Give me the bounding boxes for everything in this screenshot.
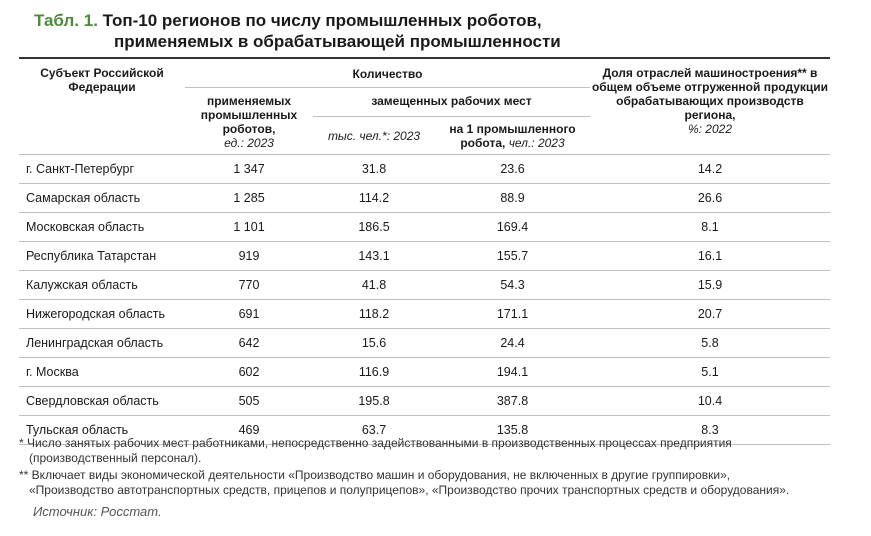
cell-per-robot: 155.7 [435, 241, 590, 271]
footnote-1: * Число занятых рабочих мест работниками… [19, 436, 732, 465]
cell-share: 10.4 [590, 386, 830, 416]
title-line-2: применяемых в обрабатывающей промышленно… [114, 32, 561, 51]
robots-unit: ед.: 2023 [224, 136, 274, 150]
table-row: Московская область 1 101 186.5 169.4 8.1 [19, 212, 830, 242]
robots-label: применяемых промышленных роботов, [200, 94, 298, 136]
cell-region: Тульская область [19, 415, 185, 445]
cell-share: 5.8 [590, 328, 830, 358]
cell-jobs: 186.5 [313, 212, 435, 242]
cell-region: г. Санкт-Петербург [19, 154, 185, 184]
table-row: Нижегородская область 691 118.2 171.1 20.7 [19, 299, 830, 329]
col-header-per-robot: на 1 промышленного робота, чел.: 2023 [435, 116, 590, 155]
cell-share: 8.3 [590, 415, 830, 445]
cell-region: Московская область [19, 212, 185, 242]
cell-jobs: 195.8 [313, 386, 435, 416]
cell-region: Республика Татарстан [19, 241, 185, 271]
col-header-share: Доля отраслей машиностроения** в общем о… [590, 58, 830, 155]
cell-region: Свердловская область [19, 386, 185, 416]
cell-jobs: 15.6 [313, 328, 435, 358]
cell-share: 8.1 [590, 212, 830, 242]
cell-robots: 919 [185, 241, 313, 271]
table-row: Калужская область 770 41.8 54.3 15.9 [19, 270, 830, 300]
table-row: Тульская область 469 63.7 135.8 8.3 [19, 415, 830, 445]
cell-jobs: 41.8 [313, 270, 435, 300]
cell-per-robot: 135.8 [435, 415, 590, 445]
cell-robots: 1 285 [185, 183, 313, 213]
cell-share: 16.1 [590, 241, 830, 271]
footnote-2: ** Включает виды экономической деятельно… [19, 468, 790, 497]
cell-per-robot: 24.4 [435, 328, 590, 358]
title-line-1: Топ-10 регионов по числу промышленных ро… [102, 11, 542, 30]
cell-per-robot: 54.3 [435, 270, 590, 300]
cell-robots: 691 [185, 299, 313, 329]
cell-jobs: 63.7 [313, 415, 435, 445]
cell-robots: 642 [185, 328, 313, 358]
col-header-jobs-thousands: тыс. чел.*: 2023 [313, 116, 435, 155]
share-label: Доля отраслей машиностроения** в общем о… [591, 66, 829, 122]
cell-share: 15.9 [590, 270, 830, 300]
cell-per-robot: 23.6 [435, 154, 590, 184]
cell-region: Самарская область [19, 183, 185, 213]
cell-region: Калужская область [19, 270, 185, 300]
cell-per-robot: 88.9 [435, 183, 590, 213]
cell-per-robot: 169.4 [435, 212, 590, 242]
table-body: г. Санкт-Петербург 1 347 31.8 23.6 14.2 Сама… [19, 154, 830, 445]
cell-per-robot: 194.1 [435, 357, 590, 387]
source-note: Источник: Росстат. [33, 504, 162, 519]
table-row: г. Санкт-Петербург 1 347 31.8 23.6 14.2 [19, 154, 830, 184]
cell-share: 5.1 [590, 357, 830, 387]
table-row: г. Москва 602 116.9 194.1 5.1 [19, 357, 830, 387]
cell-share: 26.6 [590, 183, 830, 213]
table-title: Табл. 1. Топ-10 регионов по числу промыш… [34, 10, 834, 52]
cell-region: г. Москва [19, 357, 185, 387]
table-row: Свердловская область 505 195.8 387.8 10.4 [19, 386, 830, 416]
cell-per-robot: 171.1 [435, 299, 590, 329]
cell-robots: 602 [185, 357, 313, 387]
col-header-robots: применяемых промышленных роботов, ед.: 2… [185, 87, 313, 155]
table-row: Самарская область 1 285 114.2 88.9 26.6 [19, 183, 830, 213]
cell-jobs: 118.2 [313, 299, 435, 329]
share-unit: %: 2022 [687, 122, 733, 136]
table-row: Республика Татарстан 919 143.1 155.7 16.1 [19, 241, 830, 271]
cell-jobs: 31.8 [313, 154, 435, 184]
per-robot-label: на 1 промышленного робота, [449, 122, 576, 150]
cell-per-robot: 387.8 [435, 386, 590, 416]
cell-jobs: 114.2 [313, 183, 435, 213]
table-row: Ленинградская область 642 15.6 24.4 5.8 [19, 328, 830, 358]
cell-region: Ленинградская область [19, 328, 185, 358]
cell-jobs: 116.9 [313, 357, 435, 387]
cell-jobs: 143.1 [313, 241, 435, 271]
cell-robots: 505 [185, 386, 313, 416]
cell-robots: 469 [185, 415, 313, 445]
cell-robots: 1 101 [185, 212, 313, 242]
col-header-jobs: замещенных рабочих мест [313, 87, 590, 117]
cell-region: Нижегородская область [19, 299, 185, 329]
col-header-quantity: Количество [352, 67, 423, 81]
table-number: Табл. 1. [34, 11, 98, 30]
cell-share: 20.7 [590, 299, 830, 329]
data-table: Субъект Российской Федерации Количество … [19, 57, 830, 445]
cell-robots: 1 347 [185, 154, 313, 184]
per-robot-unit: чел.: 2023 [508, 136, 565, 150]
footnotes: * Число занятых рабочих мест работниками… [19, 436, 849, 500]
col-header-subject: Субъект Российской Федерации [40, 66, 164, 94]
cell-share: 14.2 [590, 154, 830, 184]
cell-robots: 770 [185, 270, 313, 300]
